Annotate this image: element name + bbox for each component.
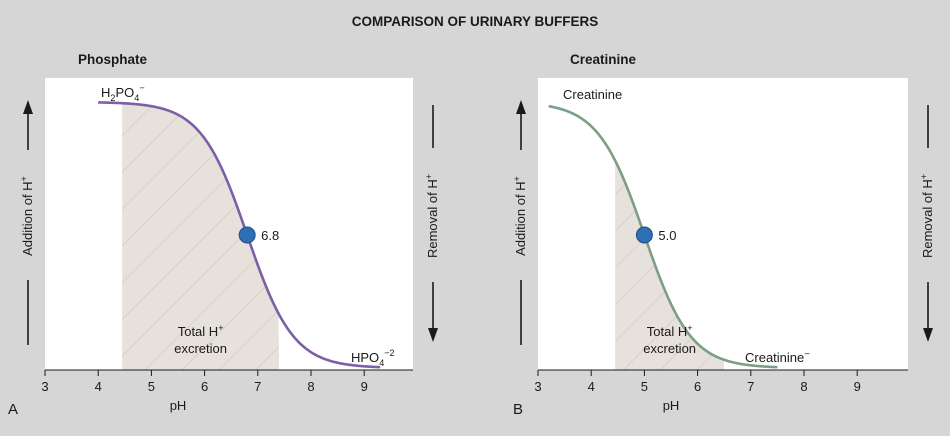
base-form-label: HPO4−2 <box>351 348 395 368</box>
x-tick-label: 7 <box>254 379 261 394</box>
plot-area <box>538 78 908 370</box>
left-arrow-head <box>23 100 33 114</box>
x-tick-label: 3 <box>534 379 541 394</box>
panel-title: Creatinine <box>570 52 637 67</box>
shaded-label-line2: excretion <box>643 341 696 356</box>
figure-title: COMPARISON OF URINARY BUFFERS <box>351 14 599 29</box>
x-tick-label: 7 <box>747 379 754 394</box>
pka-point <box>238 226 256 244</box>
y-axis-label-right: Removal of H+ <box>919 174 935 258</box>
panel-b: 5.0 Total H+ excretion Creatinine Creatinine… <box>512 52 935 418</box>
x-tick-label: 5 <box>148 379 155 394</box>
panel-a: 6.8 Total H+ excretion H2PO4− HPO4−2 3 4 5 6 7 8 9 p… <box>8 52 440 418</box>
x-axis-label: pH <box>170 398 187 413</box>
panel-letter: A <box>8 401 18 418</box>
x-tick-label: 9 <box>854 379 861 394</box>
right-arrow-head <box>428 328 438 342</box>
x-tick-label: 8 <box>800 379 807 394</box>
y-axis-label-left: Addition of H+ <box>19 176 35 256</box>
pka-label: 5.0 <box>658 228 676 243</box>
shaded-label-line1: Total H+ <box>647 323 693 339</box>
x-tick-label: 9 <box>361 379 368 394</box>
shaded-label-line1: Total H+ <box>178 323 224 339</box>
x-tick-label: 4 <box>588 379 595 394</box>
left-arrow-head <box>516 100 526 114</box>
panel-letter: B <box>513 401 523 418</box>
titration-curve <box>98 101 381 369</box>
y-axis-label-right: Removal of H+ <box>424 174 440 258</box>
x-tick-label: 3 <box>41 379 48 394</box>
shaded-label-line2: excretion <box>174 341 227 356</box>
x-tick-label: 8 <box>307 379 314 394</box>
base-form-label: Creatinine− <box>745 349 810 365</box>
shaded-region <box>615 160 725 370</box>
acid-form-label: Creatinine <box>563 87 622 102</box>
x-tick-label: 6 <box>694 379 701 394</box>
x-axis-label: pH <box>663 398 680 413</box>
pka-label: 6.8 <box>261 228 279 243</box>
panel-title: Phosphate <box>78 52 148 67</box>
right-arrow-head <box>923 328 933 342</box>
x-tick-label: 5 <box>641 379 648 394</box>
pka-point <box>635 226 653 244</box>
acid-form-label: H2PO4− <box>101 83 145 103</box>
x-tick-label: 6 <box>201 379 208 394</box>
y-axis-label-left: Addition of H+ <box>512 176 528 256</box>
titration-curve <box>548 104 778 369</box>
x-tick-label: 4 <box>95 379 102 394</box>
shaded-region <box>122 103 280 370</box>
